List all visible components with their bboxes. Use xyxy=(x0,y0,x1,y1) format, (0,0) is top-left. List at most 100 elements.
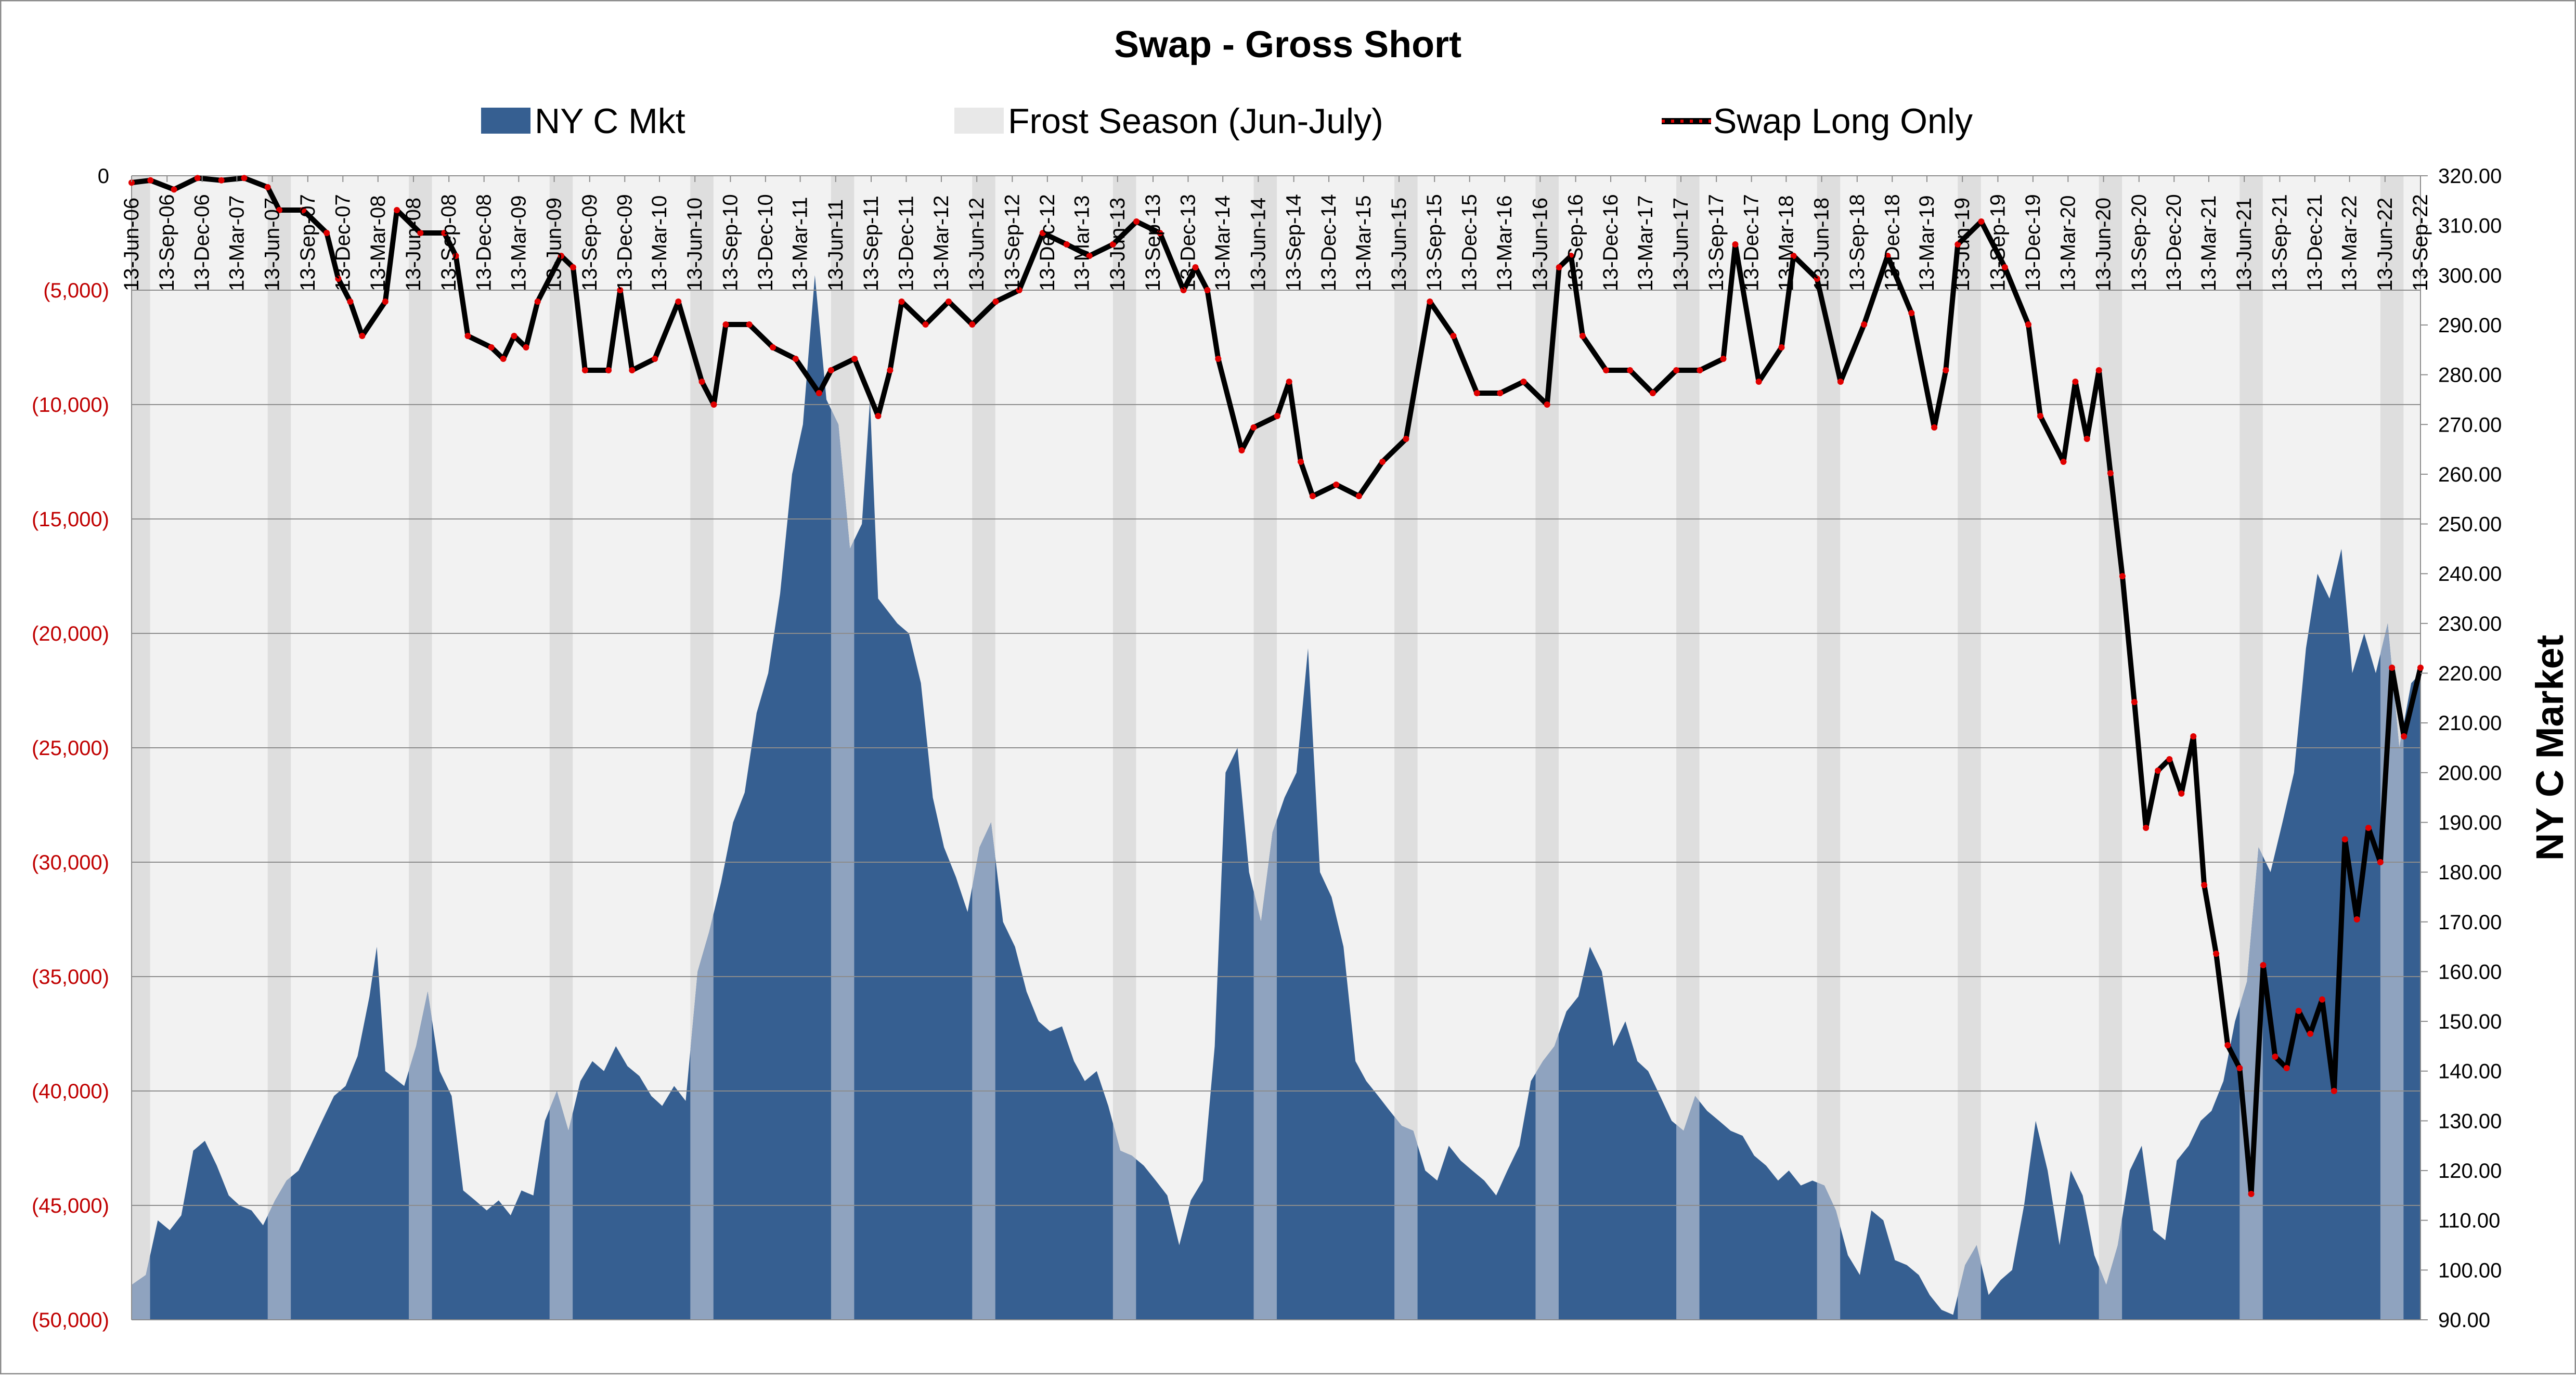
right-axis-tick-label: 250.00 xyxy=(2438,513,2502,536)
swap-long-only-point xyxy=(2224,1042,2231,1048)
swap-long-only-point xyxy=(1520,379,1527,385)
x-axis-tick-label: 13-Jun-19 xyxy=(1951,198,1974,291)
right-axis-tick-label: 110.00 xyxy=(2438,1210,2500,1232)
swap-long-only-point xyxy=(241,175,248,181)
right-axis-tick-label: 310.00 xyxy=(2438,215,2502,238)
right-axis-tick-label: 240.00 xyxy=(2438,563,2502,586)
swap-long-only-point xyxy=(2417,665,2424,671)
x-axis-tick-label: 13-Mar-14 xyxy=(1211,195,1234,291)
x-axis-tick-label: 13-Mar-16 xyxy=(1493,195,1516,291)
x-axis-tick-label: 13-Mar-20 xyxy=(2056,195,2079,291)
x-axis-tick-label: 13-Jun-20 xyxy=(2092,198,2115,291)
legend-label-ny-c-mkt: NY C Mkt xyxy=(535,101,685,141)
legend-swatch-ny-c-mkt xyxy=(481,108,530,134)
swap-long-only-point xyxy=(629,367,636,373)
swap-long-only-point xyxy=(722,321,729,328)
swap-long-only-point xyxy=(2119,573,2126,579)
swap-long-only-point xyxy=(1908,310,1915,316)
swap-long-only-point xyxy=(511,333,517,339)
x-axis-tick-label: 13-Dec-10 xyxy=(754,194,777,291)
swap-long-only-point xyxy=(2272,1054,2279,1060)
swap-long-only-point xyxy=(1274,413,1280,419)
x-axis-tick-label: 13-Jun-09 xyxy=(543,198,566,291)
x-axis-tick-label: 13-Sep-09 xyxy=(578,194,601,291)
swap-long-only-point xyxy=(500,356,507,362)
right-axis-tick-label: 170.00 xyxy=(2438,911,2502,934)
left-axis-tick-label: (35,000) xyxy=(32,966,109,989)
swap-long-only-point xyxy=(1215,356,1222,362)
swap-long-only-point xyxy=(2001,264,2008,270)
x-axis-tick-label: 13-Jun-08 xyxy=(402,198,425,291)
x-axis-tick-label: 13-Sep-16 xyxy=(1564,194,1587,291)
swap-long-only-point xyxy=(2401,733,2407,739)
swap-long-only-point xyxy=(946,298,952,305)
x-axis-tick-label: 13-Sep-12 xyxy=(1001,194,1024,291)
right-axis-tick-label: 100.00 xyxy=(2438,1259,2502,1282)
swap-long-only-point xyxy=(1309,493,1316,499)
swap-long-only-point xyxy=(1790,253,1797,259)
x-axis-tick-label: 13-Jun-13 xyxy=(1106,198,1129,291)
swap-long-only-point xyxy=(2083,436,2090,442)
x-axis-tick-label: 13-Dec-16 xyxy=(1599,194,1622,291)
swap-long-only-point xyxy=(2307,1031,2313,1037)
x-axis-tick-label: 13-Dec-09 xyxy=(613,194,636,291)
right-axis-tick-label: 190.00 xyxy=(2438,811,2502,834)
right-axis-tick-label: 130.00 xyxy=(2438,1110,2502,1133)
swap-long-only-point xyxy=(922,321,929,328)
swap-long-only-point xyxy=(746,321,753,328)
swap-long-only-point xyxy=(1603,367,1610,373)
swap-long-only-point xyxy=(710,401,717,408)
x-axis-tick-label: 13-Mar-18 xyxy=(1775,195,1797,291)
left-axis-tick-label: (5,000) xyxy=(43,279,109,302)
swap-long-only-point xyxy=(1931,424,1938,431)
swap-long-only-point xyxy=(1039,230,1046,236)
x-axis-tick-label: 13-Dec-06 xyxy=(191,194,214,291)
swap-long-only-point xyxy=(1355,493,1362,499)
swap-long-only-point xyxy=(2260,962,2267,968)
right-axis-tick-label: 210.00 xyxy=(2438,712,2502,735)
left-axis-tick-label: (15,000) xyxy=(32,508,109,531)
left-axis-tick-label: 0 xyxy=(98,165,109,188)
left-axis-tick-label: (30,000) xyxy=(32,851,109,874)
right-axis-tick-label: 230.00 xyxy=(2438,613,2502,635)
swap-long-only-point xyxy=(652,356,658,362)
left-axis-tick-label: (25,000) xyxy=(32,737,109,760)
legend-label-swap-long-only: Swap Long Only xyxy=(1713,101,1973,141)
swap-long-only-point xyxy=(2037,413,2043,419)
right-axis-tick-label: 200.00 xyxy=(2438,762,2502,785)
x-axis-tick-label: 13-Dec-18 xyxy=(1881,194,1904,291)
x-axis-tick-label: 13-Sep-10 xyxy=(719,194,742,291)
x-axis-tick-label: 13-Dec-20 xyxy=(2163,194,2185,291)
swap-long-only-point xyxy=(2377,859,2384,865)
legend: NY C Mkt Frost Season (Jun-July) Swap Lo… xyxy=(481,101,1973,141)
swap-long-only-point xyxy=(2201,882,2208,888)
right-axis-tick-label: 290.00 xyxy=(2438,314,2502,337)
swap-long-only-point xyxy=(1298,459,1304,465)
swap-long-only-point xyxy=(851,356,858,362)
swap-long-only-point xyxy=(898,298,905,305)
swap-long-only-point xyxy=(792,356,799,362)
swap-long-only-point xyxy=(1649,390,1656,396)
x-axis-tick-label: 13-Sep-21 xyxy=(2268,194,2291,291)
right-axis-tick-label: 320.00 xyxy=(2438,165,2502,188)
swap-long-only-point xyxy=(827,367,834,373)
x-axis-tick-label: 13-Mar-10 xyxy=(648,195,671,291)
swap-long-only-point xyxy=(2166,756,2173,762)
x-axis-tick-label: 13-Dec-07 xyxy=(331,194,354,291)
swap-long-only-point xyxy=(617,287,624,293)
x-axis-tick-label: 13-Jun-15 xyxy=(1388,198,1410,291)
swap-long-only-point xyxy=(1204,287,1211,293)
swap-long-only-point xyxy=(276,207,282,213)
swap-long-only-point xyxy=(770,344,776,350)
swap-long-only-point xyxy=(2295,1008,2302,1014)
swap-long-only-point xyxy=(1556,264,1562,270)
swap-long-only-point xyxy=(887,367,894,373)
swap-long-only-point xyxy=(1755,379,1762,385)
swap-long-only-point xyxy=(1238,447,1245,453)
swap-long-only-point xyxy=(218,177,225,184)
swap-long-only-point xyxy=(488,344,495,350)
swap-long-only-point xyxy=(1427,298,1433,305)
x-axis-tick-label: 13-Dec-12 xyxy=(1036,194,1059,291)
right-axis-tick-label: 300.00 xyxy=(2438,264,2502,287)
